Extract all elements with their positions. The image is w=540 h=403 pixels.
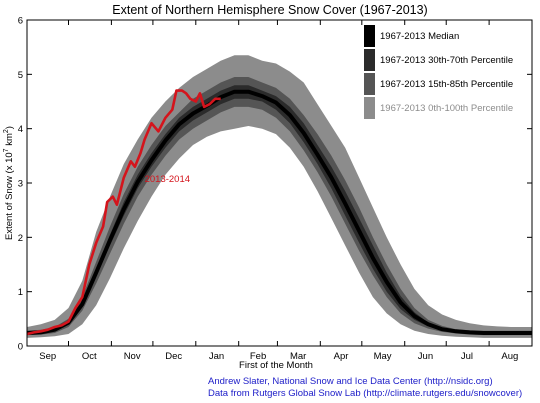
- chart-title: Extent of Northern Hemisphere Snow Cover…: [112, 3, 428, 17]
- x-tick-label: Dec: [165, 351, 182, 362]
- credits: Andrew Slater, National Snow and Ice Dat…: [208, 376, 522, 400]
- x-tick-label: May: [374, 351, 392, 362]
- legend-swatch: [364, 49, 375, 71]
- median-layer: [26, 89, 532, 335]
- y-tick-label: 2: [18, 233, 23, 244]
- legend-swatch: [364, 73, 375, 95]
- x-tick-label: Apr: [334, 351, 349, 362]
- series-line-2013-2014: [26, 89, 221, 336]
- y-tick-label: 5: [18, 70, 23, 81]
- legend-swatch: [364, 25, 375, 47]
- credit-line-source: Data from Rutgers Global Snow Lab (http:…: [208, 388, 523, 399]
- median-line: [26, 89, 532, 335]
- x-tick-label: Jun: [418, 351, 433, 362]
- x-tick-label: Feb: [250, 351, 266, 362]
- x-tick-label: Sep: [39, 351, 56, 362]
- x-axis-label: First of the Month: [239, 360, 313, 371]
- legend-label: 1967-2013 30th-70th Percentile: [380, 55, 513, 66]
- x-tick-label: Nov: [124, 351, 141, 362]
- x-tick-label: Jan: [209, 351, 224, 362]
- y-tick-label: 4: [18, 124, 23, 135]
- legend-label: 1967-2013 0th-100th Percentile: [380, 103, 513, 114]
- legend-label: 1967-2013 Median: [380, 31, 459, 42]
- y-tick-label: 1: [18, 287, 23, 298]
- y-tick-label: 0: [18, 342, 23, 353]
- legend-label: 1967-2013 15th-85th Percentile: [380, 79, 513, 90]
- y-axis: 0 1 2 3 4 5 6: [18, 16, 532, 353]
- x-tick-label: Mar: [290, 351, 306, 362]
- credit-line-author: Andrew Slater, National Snow and Ice Dat…: [208, 376, 493, 387]
- x-tick-label: Aug: [501, 351, 518, 362]
- legend-swatch: [364, 97, 375, 119]
- series-layer: [26, 89, 221, 336]
- series-annotation: 2013-2014: [145, 174, 190, 185]
- y-tick-label: 3: [18, 179, 23, 190]
- band-p15-85: [27, 77, 532, 336]
- y-tick-label: 6: [18, 16, 23, 27]
- annotations: 2013-2014: [145, 174, 190, 185]
- x-axis: Sep Oct Nov Dec Jan Feb Mar Apr May Jun Jul Aug: [26, 20, 533, 362]
- x-tick-label: Oct: [82, 351, 97, 362]
- legend: 1967-2013 Median 1967-2013 30th-70th Perc…: [364, 25, 513, 119]
- y-axis-label: Extent of Snow (x 107 km2): [3, 126, 15, 240]
- x-tick-label: Jul: [461, 351, 473, 362]
- percentile-bands: [27, 55, 532, 338]
